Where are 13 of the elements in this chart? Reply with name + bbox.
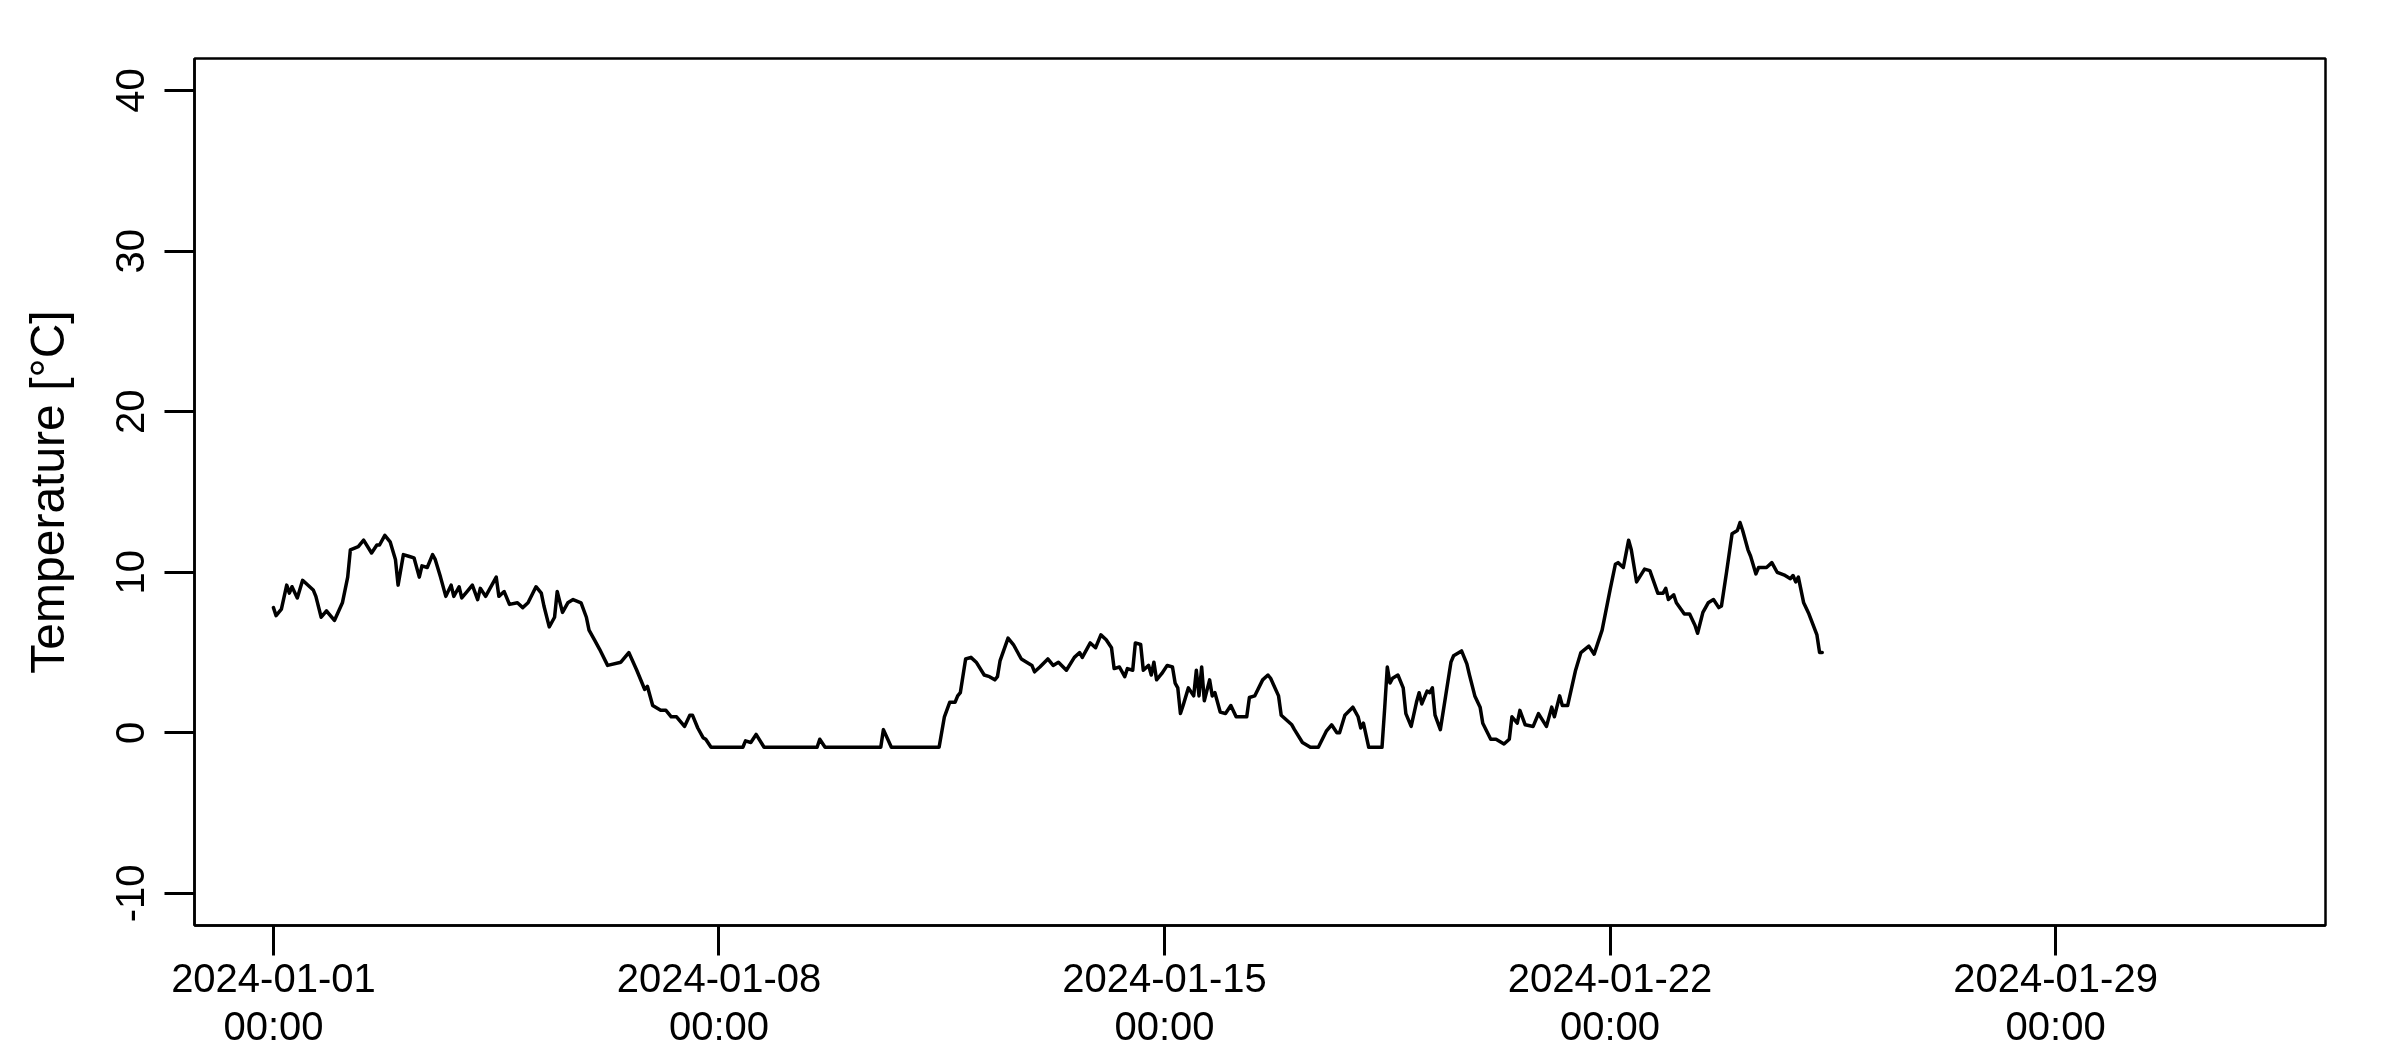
x-tick-label: 2024-01-15 00:00: [1062, 955, 1267, 1048]
y-axis-title: Temperature [°C]: [20, 310, 74, 674]
y-tick-label: 0: [108, 721, 153, 744]
x-tick-label: 2024-01-22 00:00: [1507, 955, 1713, 1048]
x-tick-label: 2024-01-08 00:00: [616, 955, 822, 1048]
y-tick-label: -10: [108, 864, 153, 923]
y-tick-label: 30: [108, 228, 153, 274]
y-tick-label: 10: [108, 550, 153, 595]
line-series: [271, 520, 1824, 750]
y-tick-label: 20: [108, 389, 153, 434]
x-tick-label: 2024-01-29 00:00: [1953, 955, 2158, 1048]
y-tick-label: 40: [108, 68, 153, 113]
x-tick-label: 2024-01-01 00:00: [171, 955, 376, 1048]
